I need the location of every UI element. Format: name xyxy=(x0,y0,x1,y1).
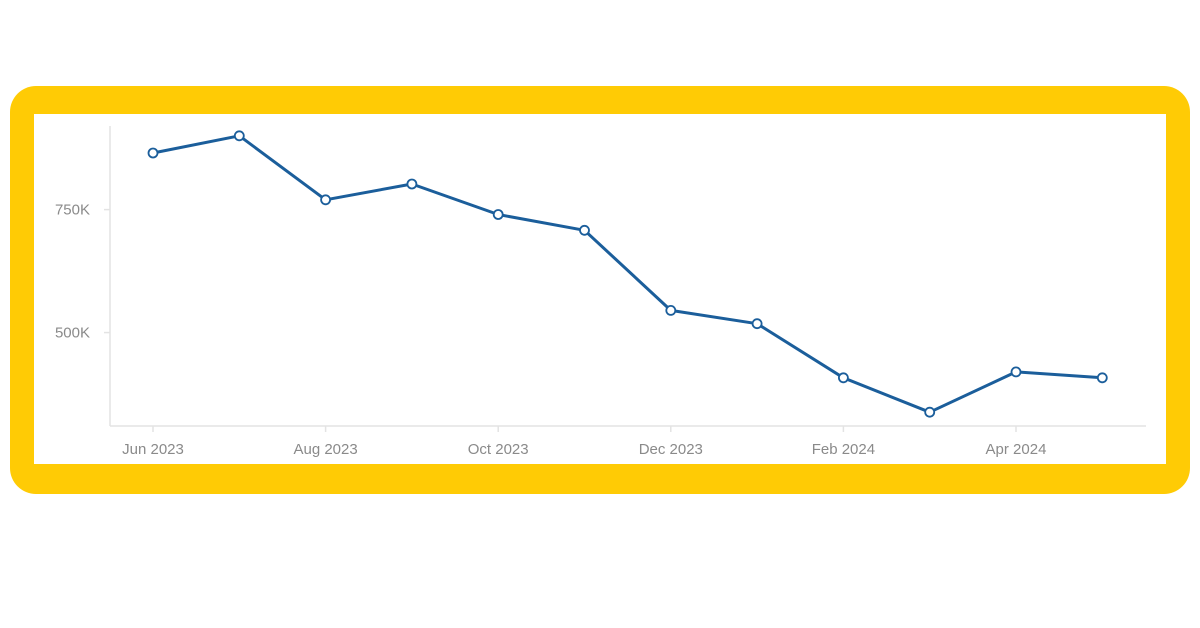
data-point xyxy=(924,406,936,418)
series-group xyxy=(147,130,1108,418)
data-point xyxy=(665,304,677,316)
x-tick-label: Feb 2024 xyxy=(812,441,875,458)
data-point xyxy=(320,194,332,206)
x-tick-label: Aug 2023 xyxy=(293,441,357,458)
x-tick-label: Oct 2023 xyxy=(468,441,529,458)
y-tick-label: 750K xyxy=(55,202,90,219)
series-line xyxy=(151,134,1104,414)
x-tick-label: Jun 2023 xyxy=(122,441,184,458)
data-point xyxy=(838,372,849,384)
data-point xyxy=(406,178,418,190)
x-axis-ticks: Jun 2023 Aug 2023 Oct 2023 Dec 2023 Feb 2024… xyxy=(122,426,1046,458)
y-axis-ticks: 500K 750K xyxy=(55,202,110,342)
x-tick-label: Apr 2024 xyxy=(986,441,1047,458)
data-point xyxy=(1010,366,1022,378)
y-tick-label: 500K xyxy=(55,325,90,342)
chart-axes xyxy=(109,126,1146,427)
data-point xyxy=(579,224,590,236)
highlight-frame: 500K 750K Jun 2023 Aug 2023 Oct 2023 Dec 202… xyxy=(10,86,1190,494)
data-point xyxy=(492,209,504,220)
data-point xyxy=(1096,372,1108,384)
x-tick-label: Dec 2023 xyxy=(639,441,703,458)
data-point xyxy=(147,147,159,159)
data-point xyxy=(233,130,245,142)
data-point xyxy=(751,318,763,330)
chart-panel: 500K 750K Jun 2023 Aug 2023 Oct 2023 Dec 202… xyxy=(34,114,1166,464)
line-chart: 500K 750K Jun 2023 Aug 2023 Oct 2023 Dec 202… xyxy=(55,126,1146,458)
